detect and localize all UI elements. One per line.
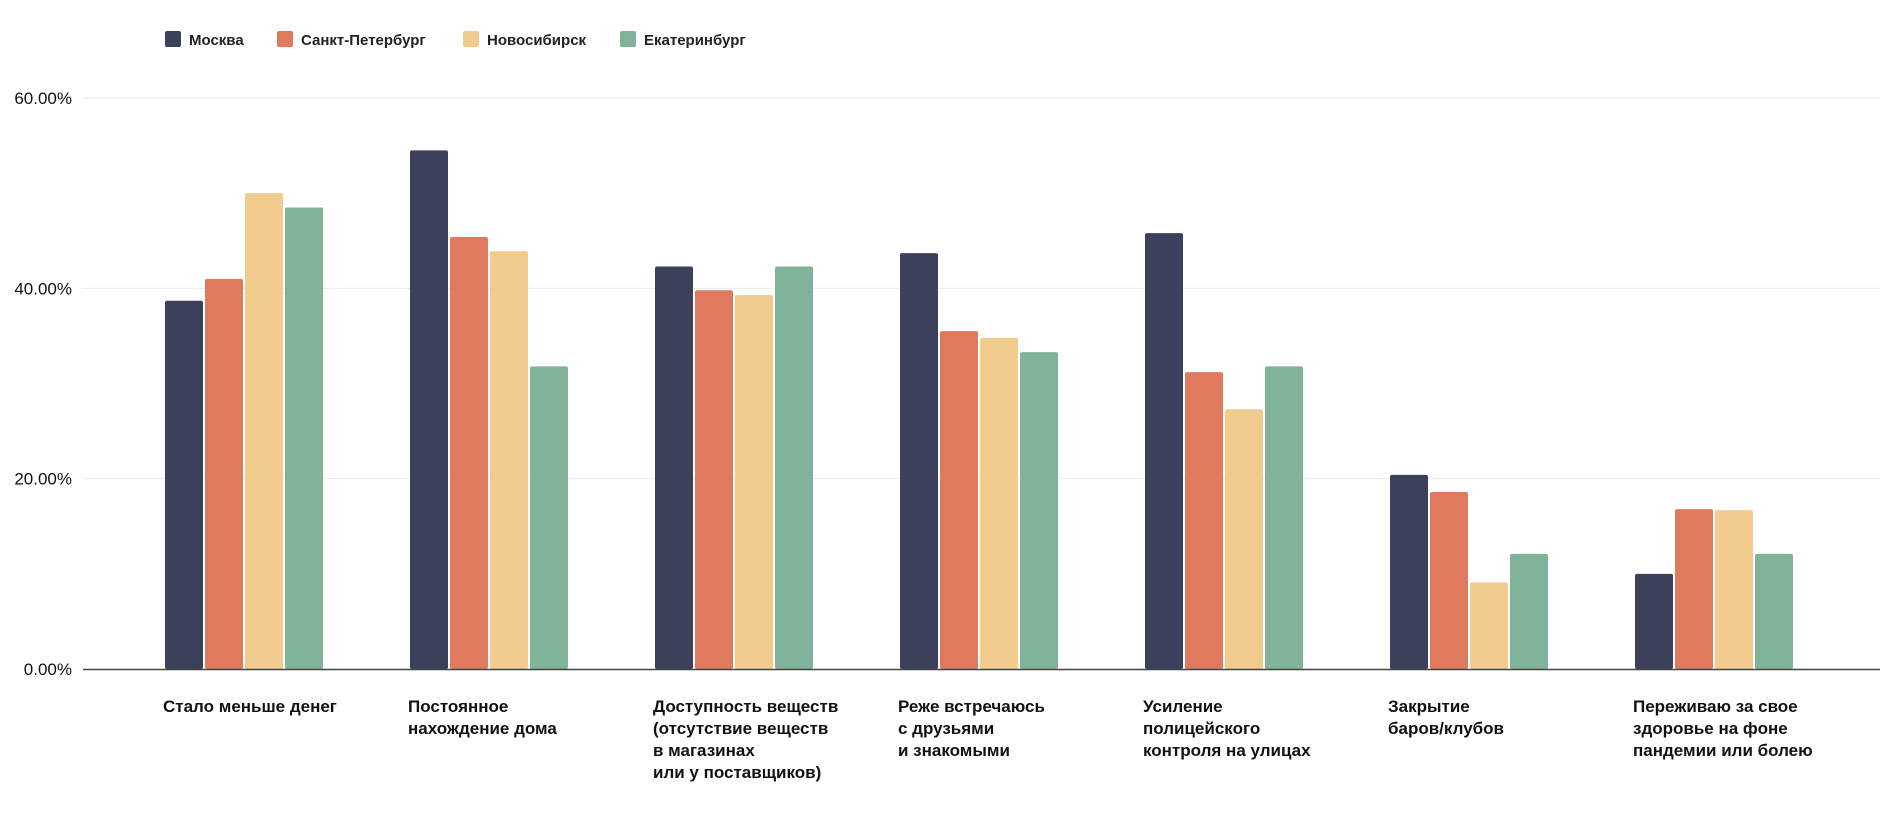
bar-group <box>1635 509 1793 669</box>
legend-swatch <box>165 31 181 47</box>
legend-swatch <box>620 31 636 47</box>
bar[interactable] <box>1265 366 1303 669</box>
x-category-label: Усиление полицейского контроля на улицах <box>1143 697 1311 760</box>
bar[interactable] <box>490 251 528 670</box>
legend-item[interactable]: Санкт-Петербург <box>277 31 426 49</box>
y-tick-label: 40.00% <box>14 279 72 298</box>
y-tick-label: 20.00% <box>14 470 72 489</box>
legend-item[interactable]: Москва <box>165 31 244 49</box>
legend-label: Екатеринбург <box>644 32 746 49</box>
bars <box>165 150 1793 670</box>
x-category-label: Стало меньше денег <box>163 697 337 716</box>
x-axis-labels: Стало меньше денег Постоянное нахождение д… <box>163 697 1813 782</box>
y-tick-label: 0.00% <box>24 660 72 679</box>
x-category-label: Постоянное нахождение дома <box>408 697 557 738</box>
legend-item[interactable]: Новосибирск <box>463 31 587 49</box>
bar[interactable] <box>530 366 568 669</box>
bar-group <box>410 150 568 670</box>
bar[interactable] <box>735 294 773 669</box>
y-axis-ticks: 0.00% 20.00% 40.00% 60.00% <box>14 89 72 679</box>
bar[interactable] <box>1755 553 1793 669</box>
bar[interactable] <box>1020 352 1058 669</box>
legend-item[interactable]: Екатеринбург <box>620 31 746 49</box>
bar[interactable] <box>205 278 243 669</box>
bar[interactable] <box>450 236 488 669</box>
bar[interactable] <box>1675 509 1713 669</box>
x-category-label: Реже встречаюсь с друзьями и знакомыми <box>898 697 1045 760</box>
legend-label: Санкт-Петербург <box>301 32 426 49</box>
bar[interactable] <box>1185 372 1223 669</box>
bar[interactable] <box>245 193 283 669</box>
bar-group <box>1390 474 1548 669</box>
bar[interactable] <box>900 253 938 669</box>
bar[interactable] <box>1510 553 1548 669</box>
bar[interactable] <box>410 150 448 669</box>
bar[interactable] <box>1635 573 1673 669</box>
legend: Москва Санкт-Петербург Новосибирск Екатерин… <box>165 31 746 49</box>
bar[interactable] <box>775 266 813 669</box>
legend-swatch <box>463 31 479 47</box>
bar-group <box>655 266 813 669</box>
bar-group <box>900 253 1058 669</box>
bar[interactable] <box>695 290 733 669</box>
bar-group <box>165 193 323 670</box>
bar[interactable] <box>1715 510 1753 669</box>
legend-label: Новосибирск <box>487 32 587 49</box>
bar[interactable] <box>1430 491 1468 669</box>
bar[interactable] <box>655 266 693 669</box>
y-tick-label: 60.00% <box>14 89 72 108</box>
legend-swatch <box>277 31 293 47</box>
bar[interactable] <box>165 300 203 669</box>
bar[interactable] <box>940 331 978 669</box>
legend-label: Москва <box>189 32 244 49</box>
bar[interactable] <box>1390 474 1428 669</box>
bar[interactable] <box>285 207 323 670</box>
x-category-label: Закрытие баров/клубов <box>1388 697 1504 738</box>
bar[interactable] <box>1470 582 1508 669</box>
x-category-label: Доступность веществ (отсутствие веществ в … <box>653 697 838 782</box>
bar[interactable] <box>980 337 1018 669</box>
x-category-label: Переживаю за свое здоровье на фоне пандеми… <box>1633 697 1813 760</box>
bar[interactable] <box>1145 233 1183 670</box>
bar-group <box>1145 233 1303 670</box>
bar[interactable] <box>1225 409 1263 669</box>
